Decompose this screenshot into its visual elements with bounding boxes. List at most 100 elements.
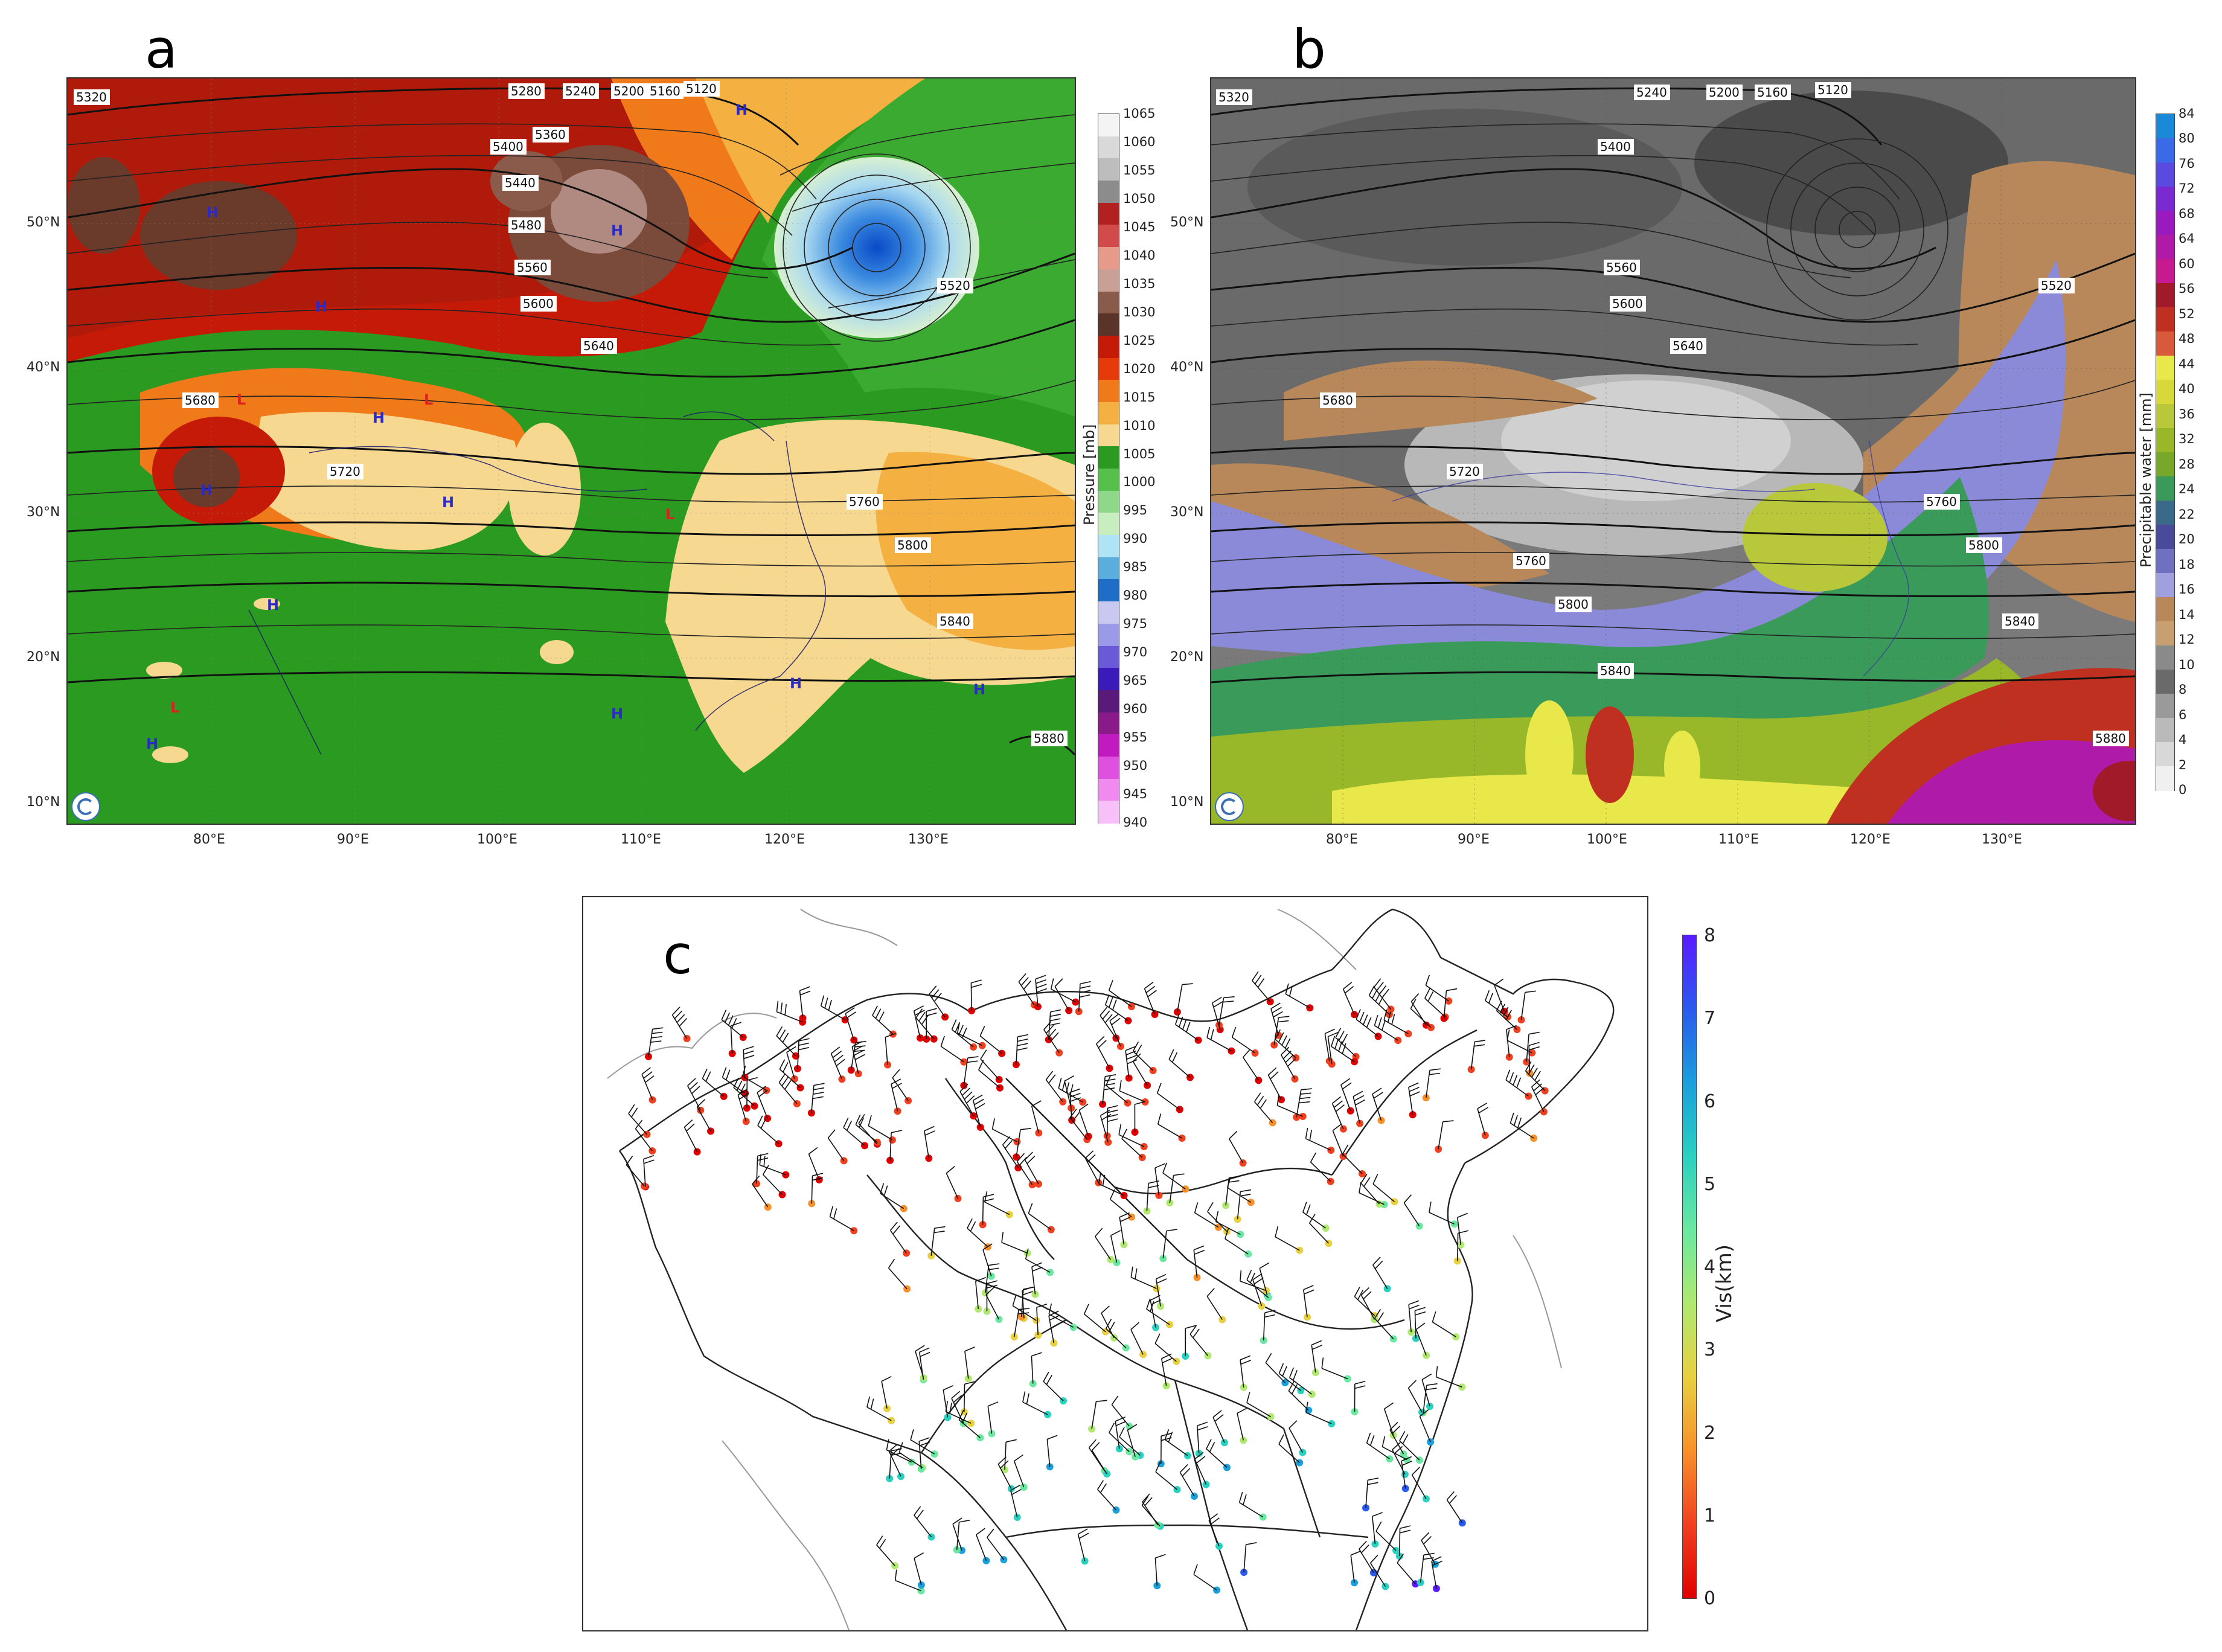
wind-barb bbox=[820, 995, 845, 1020]
wind-barb bbox=[1106, 1075, 1129, 1104]
wind-barb bbox=[985, 1263, 1000, 1293]
station-dot bbox=[1351, 1058, 1359, 1066]
wind-barb bbox=[1360, 1287, 1375, 1320]
wind-barb bbox=[980, 1049, 1000, 1080]
wind-barb bbox=[1426, 1068, 1441, 1098]
colorbar-tick-label: 1005 bbox=[1123, 446, 1156, 461]
wind-barb bbox=[1168, 1049, 1191, 1078]
wind-barb bbox=[979, 1025, 1002, 1054]
wind-barb bbox=[1130, 1322, 1144, 1355]
station-dot bbox=[645, 1052, 652, 1060]
station-dot bbox=[886, 1474, 894, 1482]
wind-barb bbox=[1263, 1310, 1276, 1341]
station-dot bbox=[1034, 1003, 1042, 1011]
wind-barb bbox=[696, 1099, 711, 1132]
station-dot bbox=[1047, 1226, 1055, 1234]
station-dot bbox=[1530, 1135, 1538, 1142]
colorbar-cell bbox=[1098, 557, 1119, 580]
wind-barb bbox=[1359, 1182, 1385, 1205]
wind-barb bbox=[778, 1073, 798, 1104]
station-dot bbox=[1371, 1540, 1379, 1548]
wind-barb bbox=[1525, 1061, 1546, 1092]
station-dot bbox=[1166, 1321, 1173, 1328]
colorbar-cell bbox=[1098, 756, 1119, 780]
colorbar-cell bbox=[1098, 801, 1119, 824]
colorbar-cell bbox=[2156, 742, 2174, 767]
lat-label: 30°N bbox=[27, 505, 60, 520]
colorbar-tick-label: 960 bbox=[1123, 702, 1148, 717]
station-dot bbox=[886, 1156, 894, 1164]
station-dot bbox=[927, 1252, 935, 1260]
wind-barb bbox=[1083, 1304, 1106, 1333]
colorbar-tick-label: 84 bbox=[2179, 106, 2195, 121]
wind-barb bbox=[892, 1069, 909, 1101]
colorbar-tick-label: 970 bbox=[1123, 645, 1148, 660]
wind-barb bbox=[880, 1183, 904, 1209]
station-dot bbox=[808, 1200, 816, 1208]
wind-barb bbox=[1013, 1454, 1025, 1488]
wind-barb bbox=[1144, 981, 1157, 1015]
wind-barb bbox=[1425, 975, 1449, 1002]
lat-label: 20°N bbox=[27, 650, 60, 665]
wind-barb bbox=[889, 1130, 902, 1161]
station-dot bbox=[1176, 1106, 1183, 1113]
colorbar-cell bbox=[2156, 452, 2174, 477]
wind-barb bbox=[1115, 1416, 1127, 1449]
wind-barb bbox=[671, 1007, 688, 1039]
colorbar-tick-label: 1020 bbox=[1123, 361, 1156, 376]
wind-barb bbox=[1506, 1025, 1517, 1057]
station-dot bbox=[953, 1546, 961, 1554]
wind-barb bbox=[1429, 1202, 1455, 1225]
wind-barb bbox=[1109, 1189, 1132, 1218]
wind-barb bbox=[628, 1104, 647, 1135]
wind-barb bbox=[1078, 981, 1091, 1012]
wind-barb bbox=[1383, 1009, 1409, 1034]
wind-barb bbox=[1194, 1452, 1207, 1485]
colorbar-tick-label: 1060 bbox=[1123, 134, 1156, 149]
station-dot bbox=[1035, 1129, 1043, 1137]
wind-barb bbox=[1366, 1432, 1390, 1459]
colorbar-cell bbox=[2156, 549, 2174, 574]
wind-barb bbox=[1273, 1016, 1290, 1045]
wind-barb bbox=[1031, 1352, 1042, 1384]
wind-barb bbox=[1270, 1002, 1283, 1036]
colorbar-cell bbox=[2156, 718, 2174, 743]
wind-barb bbox=[1043, 1021, 1060, 1054]
wind-barb bbox=[1155, 1462, 1178, 1490]
wind-barb bbox=[757, 1115, 780, 1144]
station-dot bbox=[995, 1316, 1003, 1324]
station-dot bbox=[1194, 1036, 1202, 1044]
wind-barb bbox=[1528, 1042, 1540, 1074]
station-dot bbox=[1157, 1460, 1165, 1468]
wind-barb bbox=[1421, 1373, 1432, 1407]
wind-barb bbox=[1050, 978, 1076, 1003]
station-dot bbox=[1132, 1453, 1139, 1461]
wind-barb bbox=[1372, 1087, 1383, 1121]
wind-barb bbox=[1360, 1174, 1380, 1205]
svg-text:H: H bbox=[442, 494, 454, 511]
cma-logo-icon bbox=[1215, 792, 1244, 821]
wind-barb bbox=[1002, 1136, 1019, 1168]
svg-text:5400: 5400 bbox=[1600, 139, 1631, 154]
wind-barb bbox=[1046, 1435, 1058, 1467]
wind-barb bbox=[1359, 1540, 1374, 1574]
wind-barb bbox=[1134, 1101, 1146, 1133]
wind-barb bbox=[1354, 1287, 1375, 1316]
colorbar-cell bbox=[2156, 766, 2174, 791]
wind-barb bbox=[967, 1218, 988, 1247]
colorbar-tick-label: 1065 bbox=[1123, 106, 1156, 121]
wind-barb bbox=[1382, 1436, 1407, 1461]
colorbar-tick-label: 14 bbox=[2179, 607, 2195, 622]
wind-barb bbox=[1054, 978, 1069, 1011]
wind-barb bbox=[1494, 978, 1505, 1012]
wind-barb bbox=[1225, 1176, 1240, 1206]
station-dot bbox=[917, 1587, 925, 1595]
wind-barb bbox=[845, 1007, 857, 1040]
wind-barb bbox=[1016, 1153, 1033, 1185]
station-dot bbox=[917, 1581, 925, 1589]
colorbar-cell bbox=[1098, 778, 1119, 801]
wind-barb bbox=[1185, 1325, 1196, 1356]
panel-a-colorbar-title: Pressure [mb] bbox=[1081, 424, 1098, 525]
colorbar-cell bbox=[2156, 501, 2174, 525]
station-dot bbox=[1050, 1339, 1058, 1347]
